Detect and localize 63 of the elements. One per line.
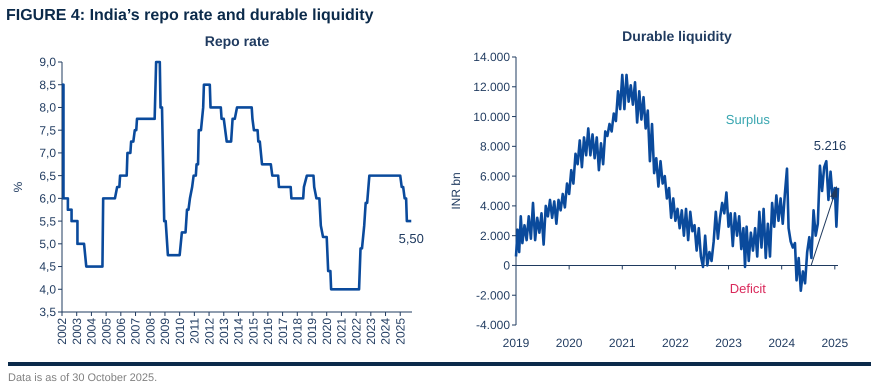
x-tick-label: 2015 <box>246 318 260 345</box>
x-tick-label: 2006 <box>114 318 128 345</box>
y-tick-label: 8,5 <box>39 78 56 92</box>
x-tick-label: 2023 <box>715 336 742 350</box>
annotation: Deficit <box>730 280 766 296</box>
x-tick-label: 2008 <box>143 318 158 345</box>
x-tick-label: 2012 <box>202 318 216 345</box>
y-tick-label: 7,0 <box>39 146 56 160</box>
annotation: Surplus <box>726 112 770 127</box>
chart-title: Repo rate <box>204 33 270 49</box>
y-tick-label: 7,5 <box>39 123 56 138</box>
chart-title: Durable liquidity <box>622 28 732 44</box>
x-tick-label: 2003 <box>70 318 84 345</box>
y-tick-label: 8,0 <box>39 100 56 115</box>
y-tick-label: 5,0 <box>39 237 56 252</box>
x-tick-label: 2010 <box>172 318 187 345</box>
y-tick-label: 3,5 <box>39 305 56 320</box>
x-tick-label: 2025 <box>821 336 848 350</box>
x-tick-label: 2014 <box>232 318 246 345</box>
y-axis-title: % <box>11 181 25 192</box>
y-tick-label: 14.000 <box>473 50 510 64</box>
x-tick-label: 2020 <box>556 336 583 350</box>
x-tick-label: 2017 <box>276 318 290 345</box>
y-tick-label: 4.000 <box>480 199 510 214</box>
x-tick-label: 2019 <box>305 318 320 345</box>
y-tick-label: 10.000 <box>473 110 510 124</box>
x-tick-label: 2005 <box>99 318 114 345</box>
y-tick-label: 6,0 <box>39 192 56 206</box>
y-tick-label: 5,5 <box>39 214 56 228</box>
y-axis-title: INR bn <box>449 172 463 210</box>
y-tick-label: -4.000 <box>476 318 510 332</box>
x-tick-label: 2018 <box>290 318 304 345</box>
y-tick-label: 0 <box>503 258 510 273</box>
x-tick-label: 2007 <box>128 318 143 345</box>
caption: FIGURE 4: India’s repo rate and durable liquidity <box>6 7 374 24</box>
x-tick-label: 2002 <box>55 318 70 345</box>
x-tick-label: 2013 <box>216 318 231 345</box>
x-tick-label: 2011 <box>188 318 202 344</box>
x-tick-label: 2021 <box>608 336 636 350</box>
x-tick-label: 2025 <box>393 318 408 345</box>
annotation: 5.216 <box>814 138 846 153</box>
y-tick-label: 9,0 <box>39 55 56 70</box>
y-tick-label: 2.000 <box>480 228 510 243</box>
x-tick-label: 2022 <box>662 336 690 350</box>
x-tick-label: 2019 <box>502 336 530 350</box>
x-tick-label: 2024 <box>378 318 393 345</box>
x-tick-label: 2024 <box>768 336 796 350</box>
x-tick-label: 2021 <box>334 318 349 345</box>
x-tick-label: 2004 <box>84 318 99 345</box>
x-tick-label: 2023 <box>364 318 378 345</box>
x-tick-label: 2022 <box>349 318 364 345</box>
y-tick-label: 4,0 <box>39 282 56 296</box>
annotation: 5,50 <box>398 231 424 246</box>
x-tick-label: 2020 <box>320 318 334 345</box>
x-tick-label: 2009 <box>158 318 172 345</box>
y-tick-label: 6.000 <box>480 169 510 184</box>
y-tick-label: 8.000 <box>480 140 510 154</box>
y-tick-label: 12.000 <box>473 80 510 94</box>
y-tick-label: 4,5 <box>39 260 56 274</box>
x-tick-label: 2016 <box>261 318 276 345</box>
y-tick-label: 6,5 <box>39 168 56 183</box>
y-tick-label: -2.000 <box>476 288 510 302</box>
text: Data is as of 30 October 2025. <box>8 372 158 384</box>
